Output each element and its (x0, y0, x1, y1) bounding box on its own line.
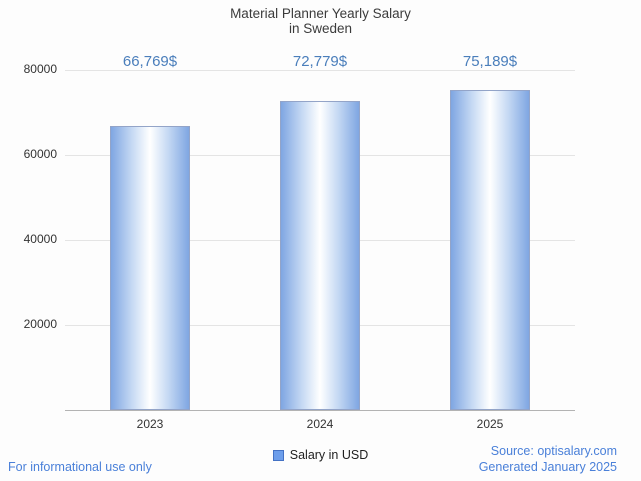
generated-text: Generated January 2025 (478, 460, 617, 474)
y-axis-tick-label: 20000 (23, 317, 57, 331)
source-block: Source: optisalary.com Generated January… (479, 443, 617, 475)
disclaimer-text: For informational use only (8, 460, 152, 474)
bar-2025 (450, 90, 530, 410)
chart-title: Material Planner Yearly Salary in Sweden (0, 6, 641, 36)
y-axis-tick-label: 80000 (23, 62, 57, 76)
bar-2024 (280, 100, 360, 410)
x-axis-tick-label: 2025 (476, 417, 504, 431)
legend-swatch-icon (272, 449, 284, 461)
bar-value-label: 66,769$ (122, 53, 178, 70)
y-axis-tick-label: 60000 (23, 147, 57, 161)
bar-value-label: 72,779$ (292, 53, 348, 70)
legend-label: Salary in USD (289, 448, 369, 462)
chart-title-line2: in Sweden (288, 21, 353, 36)
x-axis-tick-label: 2024 (306, 417, 334, 431)
y-axis-tick-label: 40000 (23, 232, 57, 246)
source-text: Source: optisalary.com (490, 444, 617, 458)
legend: Salary in USD (0, 448, 641, 462)
x-axis-tick-label: 2023 (136, 417, 164, 431)
bar-value-label: 75,189$ (462, 53, 518, 70)
gridline (65, 70, 575, 71)
chart-title-line1: Material Planner Yearly Salary (230, 6, 411, 21)
plot-area: 20000 40000 60000 80000 66,769$ 2023 72,779$ 20… (24, 53, 575, 431)
bar-2023 (110, 126, 190, 410)
